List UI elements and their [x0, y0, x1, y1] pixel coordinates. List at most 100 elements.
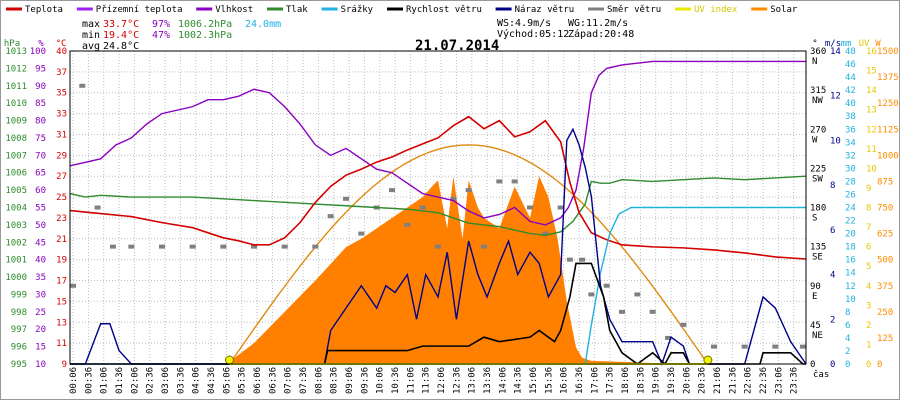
legend-label: Rychlost větru — [406, 5, 482, 15]
wind-direction-point — [251, 244, 257, 249]
axis-tick-temp: 31 — [56, 130, 67, 140]
axis-unit-rain: mm — [841, 39, 852, 49]
x-tick-label: 10:36 — [391, 367, 401, 394]
x-tick-label: 13:36 — [483, 367, 493, 394]
axis-tick-uv: 14 — [866, 86, 877, 96]
stats-max-humidity: 97% — [152, 19, 170, 30]
wind-direction-point — [741, 344, 748, 349]
x-tick-label: 15:06 — [529, 367, 539, 394]
x-tick-label: 12:36 — [452, 367, 462, 394]
axis-tick-wind_speed: 0 — [830, 360, 835, 370]
axis-tick-hpa: 1007 — [5, 151, 27, 161]
wind-direction-point — [358, 231, 365, 236]
axis-tick-wind_speed: 8 — [830, 181, 835, 191]
axis-tick-pct: 25 — [35, 308, 46, 318]
x-tick-label: 19:06 — [652, 367, 662, 394]
axis-tick-wind_dir: 270 — [810, 125, 826, 135]
legend-label: UV index — [694, 5, 738, 15]
axis-tick-wind_dir: 45 — [810, 321, 821, 331]
pressure-line — [69, 175, 807, 237]
axis-tick-hpa: 1011 — [5, 82, 27, 92]
stats-min-label: min — [82, 30, 100, 41]
axis-tick-temp: 35 — [56, 89, 67, 99]
x-tick-label: 20:36 — [698, 367, 708, 394]
wind-direction-point — [665, 335, 671, 340]
wind-direction-point — [343, 196, 349, 201]
axis-tick-solar: 375 — [877, 282, 893, 292]
wind-direction-point — [435, 244, 441, 249]
axis-tick-hpa: 1001 — [5, 256, 27, 266]
x-tick-label: 07:06 — [284, 367, 294, 394]
axis-tick-rain: 12 — [845, 282, 856, 292]
x-tick-label: 08:06 — [314, 367, 324, 394]
wind-direction-point — [799, 344, 806, 349]
axis-tick-temp: 27 — [56, 172, 67, 182]
axis-tick-rain: 44 — [845, 73, 856, 83]
legend-label: Tlak — [286, 5, 308, 15]
legend-label: Přízemní teplota — [96, 5, 183, 15]
axis-tick-hpa: 1003 — [5, 221, 27, 231]
wind-direction-point — [619, 309, 625, 314]
axis-tick-rain: 18 — [845, 243, 856, 253]
axis-tick-solar: 0 — [877, 360, 882, 370]
axis-tick-wind_dir-compass: S — [812, 214, 817, 224]
axis-tick-hpa: 1009 — [5, 117, 27, 127]
sun-marker — [224, 355, 234, 365]
axis-tick-solar: 1375 — [877, 73, 899, 83]
axis-tick-pct: 15 — [35, 343, 46, 353]
wind-direction-point — [649, 309, 656, 314]
wind-direction-point — [542, 231, 549, 236]
wind-direction-point — [419, 205, 426, 210]
x-tick-label: 03:06 — [161, 367, 171, 394]
axis-unit-solar: W — [875, 39, 881, 49]
stats-min-temp: 19.4°C — [103, 30, 139, 41]
axis-tick-rain: 36 — [845, 125, 856, 135]
axis-tick-hpa: 1008 — [5, 134, 27, 144]
x-tick-label: 09:06 — [345, 367, 355, 394]
axis-unit-wind_dir: ° — [812, 39, 817, 49]
axis-tick-uv: 15 — [866, 67, 877, 77]
axis-tick-hpa: 1005 — [5, 186, 27, 196]
x-tick-label: 10:06 — [376, 367, 386, 394]
axis-tick-temp: 21 — [56, 235, 67, 245]
x-tick-label: 05:36 — [238, 367, 248, 394]
wind-direction-point — [128, 244, 135, 249]
axis-tick-rain: 28 — [845, 177, 856, 187]
axis-tick-uv: 2 — [866, 321, 871, 331]
axis-unit-hpa: hPa — [4, 39, 20, 49]
legend-label: Solar — [770, 5, 798, 15]
axis-tick-uv: 7 — [866, 223, 871, 233]
x-tick-label: 16:06 — [560, 367, 570, 394]
wind-direction-point — [79, 83, 86, 88]
wind-direction-point — [579, 257, 586, 262]
axis-tick-wind_speed: 6 — [830, 226, 835, 236]
x-tick-label: 04:36 — [207, 367, 217, 394]
sunset-time: Západ:20:48 — [568, 28, 634, 40]
axis-tick-rain: 24 — [845, 204, 856, 214]
axis-tick-uv: 3 — [866, 301, 871, 311]
legend-label: Vlhkost — [215, 5, 253, 15]
axis-tick-uv: 10 — [866, 164, 877, 174]
wind-direction-point — [109, 244, 116, 249]
x-tick-label: 06:06 — [253, 367, 263, 394]
axis-tick-pct: 30 — [35, 290, 46, 300]
axis-tick-uv: 16 — [866, 47, 877, 57]
axis-tick-pct: 40 — [35, 256, 46, 266]
x-axis-label: čas — [813, 369, 829, 380]
wind-direction-point — [680, 322, 687, 327]
plot-area — [69, 50, 807, 365]
axis-tick-uv: 11 — [866, 145, 877, 155]
x-tick-label: 12:06 — [437, 367, 447, 394]
axis-tick-hpa: 1000 — [5, 273, 27, 283]
axis-tick-solar: 1125 — [877, 125, 899, 135]
axis-tick-pct: 55 — [35, 204, 46, 214]
stats-max-label: max — [82, 19, 100, 30]
axis-tick-uv: 0 — [866, 360, 871, 370]
x-tick-label: 20:06 — [682, 367, 692, 394]
stats-min-humidity: 47% — [152, 30, 170, 41]
axis-unit-temp: °C — [56, 39, 67, 49]
x-tick-label: 18:06 — [621, 367, 631, 394]
axis-tick-rain: 30 — [845, 164, 856, 174]
stats-avg-temp: 24.8°C — [103, 41, 139, 52]
wind-direction-point — [481, 244, 487, 249]
